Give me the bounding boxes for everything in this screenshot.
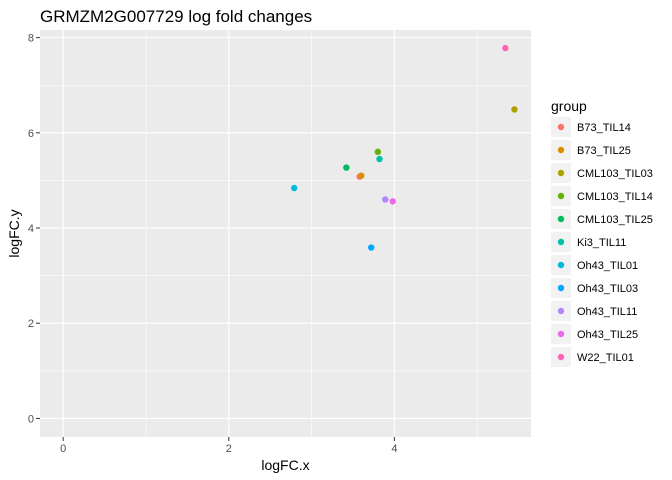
data-point-cml103-til03	[511, 106, 518, 113]
data-point-b73-til25	[358, 172, 365, 179]
x-axis-title: logFC.x	[261, 457, 309, 473]
legend-label: B73_TIL25	[577, 145, 631, 157]
legend: B73_TIL14 B73_TIL25 CML103_TIL03 CML103_TIL…	[551, 117, 653, 367]
legend-label: Ki3_TIL11	[577, 237, 626, 249]
y-tick-label: 6	[28, 128, 34, 140]
data-point-cml103-til25	[343, 164, 350, 171]
x-tick-label: 0	[60, 443, 66, 455]
x-axis-ticks: 0 2 4	[60, 437, 397, 455]
data-point-cml103-til14	[374, 148, 382, 156]
legend-title: group	[551, 98, 587, 114]
legend-label: Oh43_TIL03	[577, 283, 638, 295]
legend-label: Oh43_TIL01	[577, 260, 638, 272]
legend-key-w22-til01	[557, 353, 565, 361]
legend-label: Oh43_TIL11	[577, 306, 637, 318]
plot-panel	[40, 30, 531, 437]
data-point-oh43-til11	[382, 196, 389, 203]
legend-label: W22_TIL01	[577, 352, 634, 364]
y-tick-label: 8	[28, 33, 34, 45]
legend-key-b73-til14	[557, 123, 565, 131]
legend-key-cml103-til14	[557, 192, 565, 200]
legend-key-cml103-til25	[557, 215, 565, 223]
chart-title: GRMZM2G007729 log fold changes	[40, 7, 312, 26]
legend-label: Oh43_TIL25	[577, 329, 638, 341]
data-point-oh43-til25	[389, 198, 396, 205]
legend-label: CML103_TIL25	[577, 214, 653, 226]
legend-key-oh43-til11	[557, 307, 565, 315]
legend-key-oh43-til25	[557, 330, 565, 338]
legend-label: CML103_TIL03	[577, 168, 653, 180]
legend-key-ki3-til11	[557, 238, 565, 246]
x-tick-label: 2	[226, 443, 232, 455]
y-tick-label: 4	[28, 223, 34, 235]
legend-key-cml103-til03	[557, 169, 565, 177]
data-point-w22-til01	[502, 44, 509, 52]
x-tick-label: 4	[391, 443, 397, 455]
legend-key-oh43-til01	[557, 261, 565, 269]
legend-label: CML103_TIL14	[577, 191, 653, 203]
grid-lines	[40, 30, 531, 437]
data-point-oh43-til01	[290, 184, 298, 192]
data-point-oh43-til03	[367, 244, 375, 251]
legend-key-oh43-til03	[557, 284, 565, 292]
y-tick-label: 0	[28, 413, 34, 425]
legend-key-b73-til25	[557, 146, 565, 154]
y-axis-ticks: 0 2 4 6 8	[28, 33, 40, 425]
data-points	[290, 44, 518, 251]
y-axis-title: logFC.y	[6, 209, 22, 257]
y-tick-label: 2	[28, 318, 34, 330]
data-point-ki3-til11	[376, 155, 383, 163]
legend-label: B73_TIL14	[577, 122, 631, 134]
